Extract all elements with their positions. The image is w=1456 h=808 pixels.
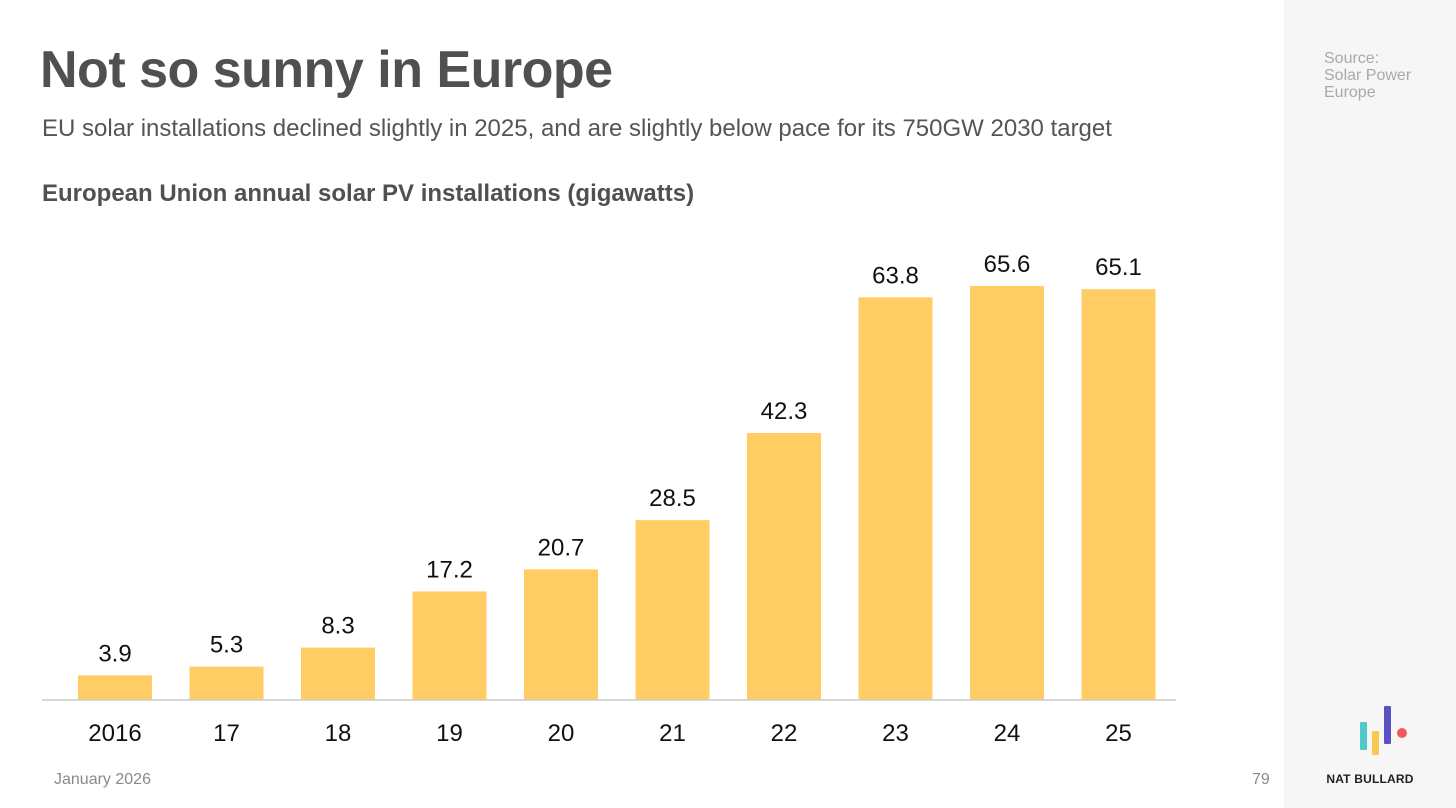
page-number: 79: [1252, 771, 1270, 788]
bar-18: [301, 647, 375, 700]
x-tick-label-25: 25: [1105, 720, 1132, 747]
page-title: Not so sunny in Europe: [40, 41, 613, 99]
brand-name: NAT BULLARD: [1326, 772, 1414, 786]
x-tick-label-23: 23: [882, 720, 909, 747]
logo-bar-yellow: [1372, 731, 1379, 755]
x-tick-label-24: 24: [994, 720, 1021, 747]
sidebar-panel: Source: Solar Power Europe: [1284, 0, 1456, 808]
x-tick-label-2016: 2016: [88, 720, 141, 747]
data-label-22: 42.3: [761, 398, 808, 425]
chart-title: European Union annual solar PV installat…: [42, 180, 695, 207]
bar-22: [747, 433, 821, 700]
bar-19: [412, 591, 487, 700]
logo-bar-purple: [1384, 706, 1391, 744]
data-label-2016: 3.9: [98, 640, 131, 667]
x-tick-label-21: 21: [659, 720, 686, 747]
bar-17: [189, 666, 264, 700]
data-label-19: 17.2: [426, 556, 473, 583]
nat-bullard-bars-logo-icon: [1360, 706, 1407, 755]
x-tick-label-22: 22: [771, 720, 798, 747]
data-label-18: 8.3: [321, 613, 354, 640]
logo-bar-teal: [1360, 722, 1367, 750]
bar-20: [524, 569, 598, 700]
source-name-line2: Europe: [1324, 84, 1376, 101]
data-label-24: 65.6: [984, 251, 1031, 278]
data-label-17: 5.3: [210, 632, 243, 659]
bar-chart: 3.9 2016 5.3 17 8.3 18 17.2 19 20.7 20 28.5 21 42.3 2…: [42, 251, 1176, 747]
bar-2016: [78, 675, 152, 700]
x-tick-label-20: 20: [548, 720, 575, 747]
x-tick-label-19: 19: [436, 720, 463, 747]
source-note: Source: Solar Power Europe: [1324, 50, 1444, 101]
data-label-20: 20.7: [538, 534, 585, 561]
source-label: Source:: [1324, 50, 1380, 67]
logo-dot-red: [1397, 728, 1407, 738]
bar-21: [635, 520, 710, 700]
bar-23: [858, 297, 933, 700]
data-label-25: 65.1: [1095, 254, 1142, 281]
data-label-23: 63.8: [872, 262, 919, 289]
source-name-line1: Solar Power: [1324, 67, 1412, 84]
footer-date: January 2026: [54, 771, 151, 788]
x-tick-label-17: 17: [213, 720, 240, 747]
page-subtitle: EU solar installations declined slightly…: [42, 115, 1112, 142]
bar-25: [1081, 289, 1156, 700]
bar-24: [970, 286, 1044, 700]
data-label-21: 28.5: [649, 485, 696, 512]
x-tick-label-18: 18: [325, 720, 352, 747]
